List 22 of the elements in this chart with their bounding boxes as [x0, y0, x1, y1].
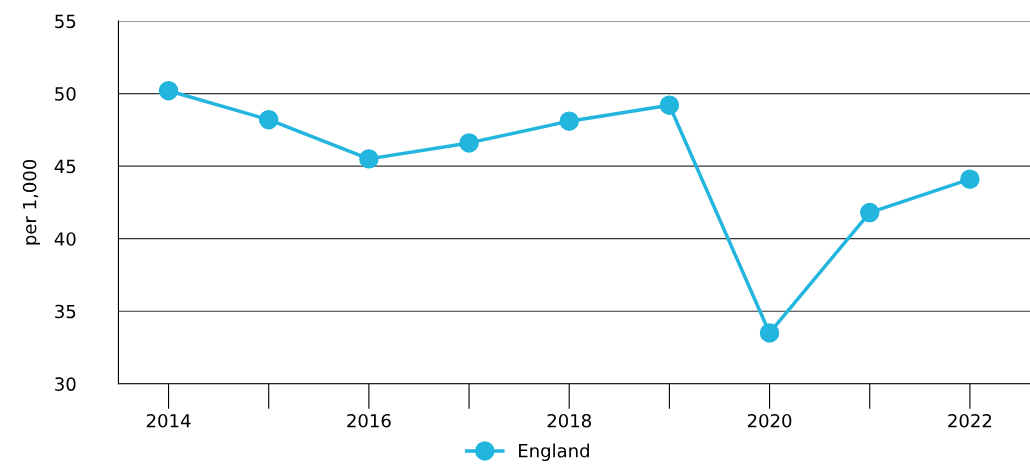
- x-tick-label: 2014: [146, 413, 191, 428]
- point: [459, 133, 479, 153]
- point: [759, 323, 780, 343]
- point: [659, 95, 680, 115]
- point: [158, 80, 179, 101]
- y-tick-label: 50: [55, 87, 76, 101]
- point: [258, 109, 279, 130]
- x-tick-label: 2016: [347, 413, 391, 428]
- y-tick-label: 40: [54, 232, 76, 246]
- point: [960, 169, 980, 189]
- y-axis-title: per 1,000: [22, 159, 40, 245]
- x-tick-label: 2018: [547, 413, 591, 428]
- y-tick-label: 30: [55, 377, 76, 391]
- point: [559, 111, 579, 131]
- y-tick-label: 55: [55, 14, 76, 29]
- y-tick-label: 45: [54, 159, 76, 174]
- point: [359, 149, 379, 169]
- y-tick-label: 35: [55, 304, 76, 319]
- point: [860, 202, 880, 223]
- x-tick-label: 2022: [948, 413, 992, 428]
- x-tick-label: 2020: [747, 413, 792, 428]
- legend-label: England: [519, 443, 589, 462]
